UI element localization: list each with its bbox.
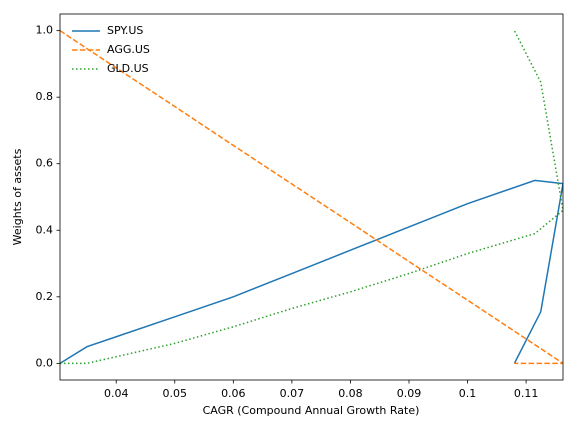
x-tick-label: 0.11 bbox=[514, 387, 539, 400]
series-line bbox=[60, 30, 563, 365]
x-tick-label: 0.09 bbox=[397, 387, 422, 400]
x-tick-label: 0.08 bbox=[338, 387, 363, 400]
x-tick-label: 0.04 bbox=[104, 387, 129, 400]
y-tick-label: 0.2 bbox=[36, 290, 54, 303]
legend-label: SPY.US bbox=[107, 24, 143, 37]
x-tick-label: 0.06 bbox=[221, 387, 246, 400]
x-axis-label: CAGR (Compound Annual Growth Rate) bbox=[203, 404, 420, 417]
x-tick-label: 0.07 bbox=[280, 387, 305, 400]
series-line bbox=[60, 179, 563, 365]
y-tick-label: 0.4 bbox=[36, 223, 54, 236]
plot-frame bbox=[59, 13, 564, 381]
y-tick-label: 0.0 bbox=[36, 356, 54, 369]
x-tick-label: 0.05 bbox=[163, 387, 188, 400]
x-tick-label: 0.1 bbox=[459, 387, 477, 400]
y-tick-label: 0.8 bbox=[36, 90, 54, 103]
y-tick-label: 0.6 bbox=[36, 157, 54, 170]
legend-label: GLD.US bbox=[107, 62, 149, 75]
y-tick-label: 1.0 bbox=[36, 24, 54, 37]
y-axis-label: Weights of assets bbox=[11, 148, 24, 245]
series-line bbox=[60, 30, 563, 365]
legend-label: AGG.US bbox=[107, 43, 150, 56]
